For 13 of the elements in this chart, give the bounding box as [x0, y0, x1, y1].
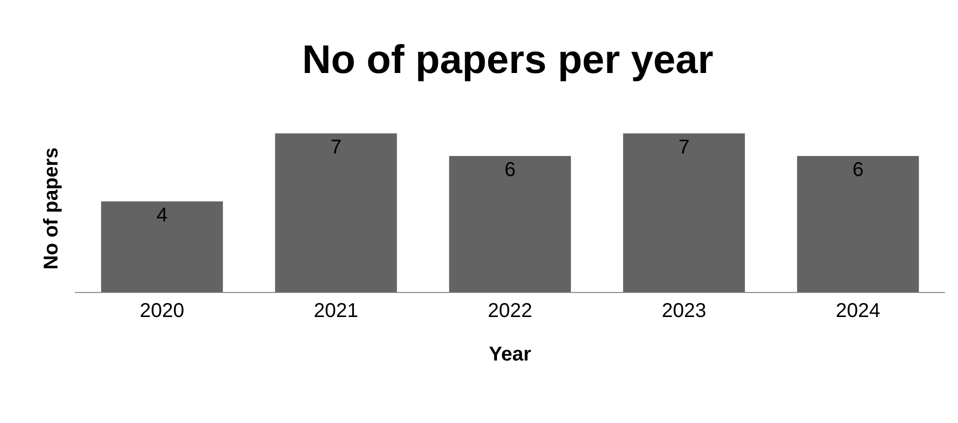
chart-title: No of papers per year — [302, 38, 714, 82]
y-axis-title: No of papers — [40, 147, 62, 270]
x-axis-title: Year — [488, 344, 532, 366]
data-label: 7 — [330, 136, 342, 158]
x-tick-label: 2020 — [140, 300, 184, 322]
x-tick-label: 2021 — [314, 300, 358, 322]
x-tick-label: 2024 — [836, 300, 880, 322]
data-label: 6 — [852, 159, 864, 182]
data-label: 7 — [678, 136, 690, 158]
x-tick-label: 2022 — [488, 300, 532, 322]
data-label: 4 — [156, 204, 168, 226]
x-tick-label: 2023 — [662, 300, 706, 322]
data-label: 6 — [504, 159, 516, 182]
